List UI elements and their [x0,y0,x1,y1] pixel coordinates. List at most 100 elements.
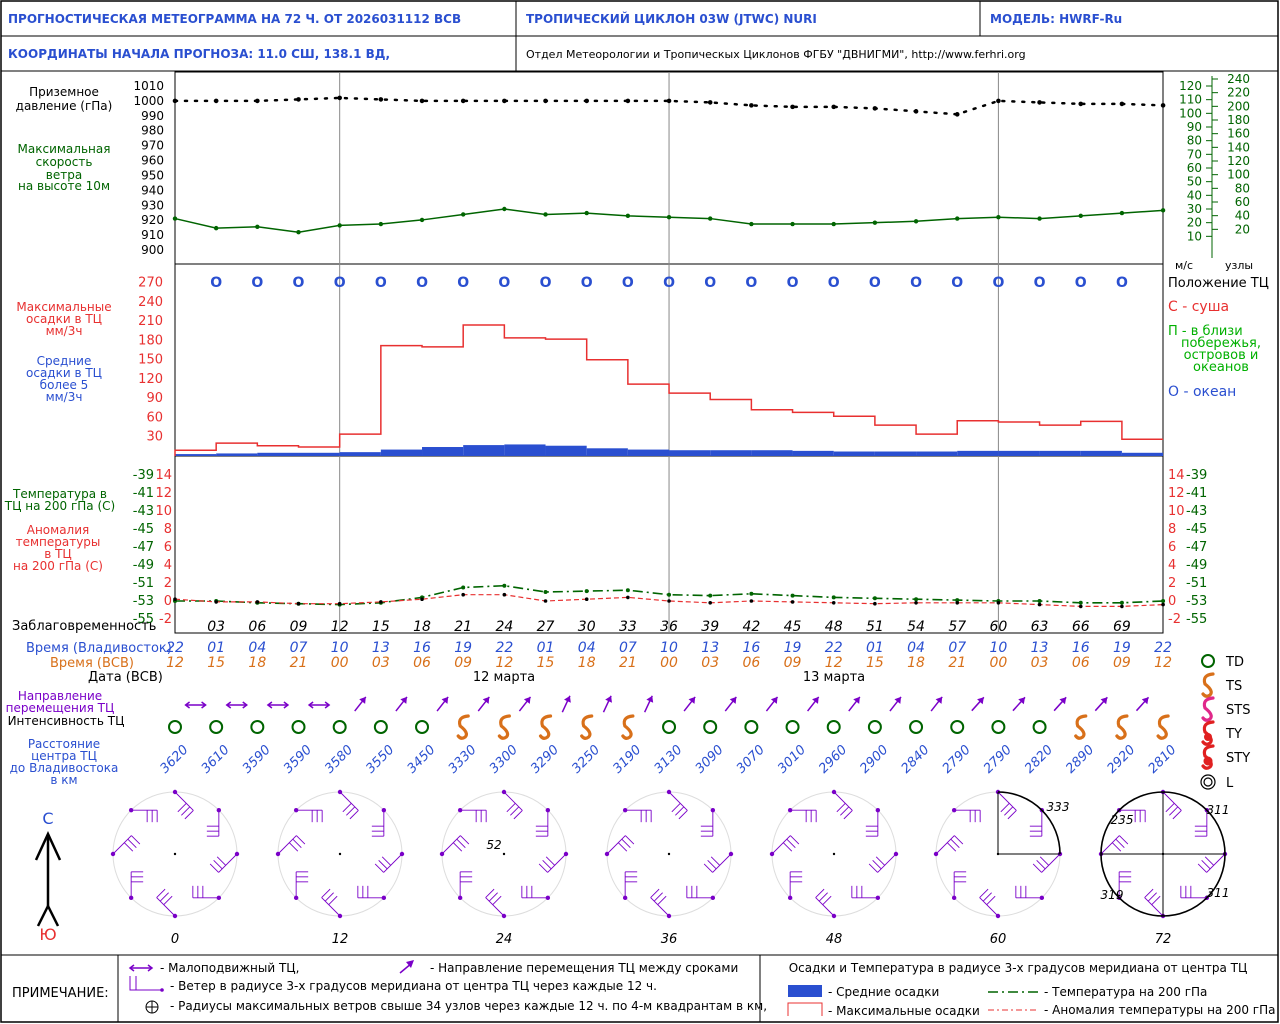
circle-hour-label: 0 [171,932,179,947]
anom-tick-left: 14 [155,468,172,483]
radius-label: 52 [486,838,501,852]
ocean-position-marker: O [1075,275,1087,291]
wind-point [790,221,795,227]
movement-arrow-head [1141,697,1149,705]
temp-point [667,592,672,597]
ts-symbol [497,714,511,740]
circle-center [338,852,342,856]
movement-arrows [184,695,1150,713]
position-title: Положение ТЦ [1168,276,1269,291]
circle-center [173,852,177,856]
pressure-point [996,98,1001,104]
anom-point [337,601,342,606]
intensity-symbols [168,714,1170,740]
anom-point [831,601,836,605]
stationary-arrow-head-left [307,701,314,709]
td-symbol [744,720,759,734]
movement-arrow-head [400,696,407,704]
wind-label-2: скорость [36,155,93,169]
wind-barb-feather [349,810,359,820]
wind-barb-staff [1100,835,1120,855]
utc-time: 12 [166,655,184,671]
wind-point [460,212,466,217]
legend-max: - Максимальные осадки [828,1004,980,1018]
wind-point [831,221,836,227]
wind-tick-kt: 20 [1235,222,1250,236]
anom-point [914,601,918,605]
pressure-tick: 1010 [133,79,164,93]
wind-label-4: на высоте 10м [18,179,110,193]
utc-time: 00 [989,655,1007,671]
mean-precip-bar [339,452,381,456]
utc-times: 12 15 18 21 00 03 06 09 12 15 18 21 00 03 06 09 12 15 18 21… [166,655,1172,671]
td-symbol [950,720,965,734]
temp-tick-left: -39 [133,468,154,483]
anom-tick-left: 0 [164,594,172,609]
wind-barb-feather [1172,810,1182,820]
distance-value: 2790 [940,743,974,777]
lead-time: 51 [866,619,884,635]
anom-label-4: на 200 гПа (С) [13,559,103,573]
wind-barb-staff [441,835,461,855]
wind-point [996,215,1001,220]
distance-value: 2900 [857,743,891,777]
pressure-point [460,98,466,104]
pressure-tick: 930 [141,198,164,212]
vlad-time: 04 [248,640,266,656]
vlad-time: 01 [207,640,225,656]
wind-barb-feather [617,842,628,852]
wind-barb-feather [621,838,631,848]
distance-value: 2810 [1146,743,1180,777]
vlad-time: 01 [866,640,884,656]
mean-precip-bar [257,452,299,456]
wind-point-marker [293,807,299,813]
anom-tick-right: 14 [1168,468,1185,483]
utc-time: 09 [454,655,472,671]
wind-barb-feather [678,810,688,820]
movement-arrow-head [853,696,860,704]
distance-value: 3090 [693,743,727,777]
wind-barb-feather [710,856,721,866]
anom-tick-right: 0 [1168,594,1176,609]
anom-point [543,599,548,603]
anom-tick-right: -2 [1168,612,1181,627]
wind-barb-feather [1165,802,1175,813]
movement-arrow-head [812,696,819,704]
radius-label: 311 [1207,886,1230,900]
mean-precip-bar [216,453,258,456]
utc-time: 21 [290,655,308,671]
vlad-time: 01 [537,640,555,656]
anom-point [379,600,383,604]
wind-point [1160,208,1166,213]
compass-south: Ю [39,925,56,944]
distance-value: 3590 [240,743,274,777]
lead-time: 42 [742,619,760,635]
temp-point [872,596,877,601]
stationary-arrow-head-left [225,701,232,709]
compass: С Ю [34,809,62,944]
vladivostok-times: 22 01 04 07 10 13 16 19 22 01 04 07 10 13 16 19 22 01 04 07… [166,640,1172,656]
anom-point [996,601,1001,605]
wind-point [749,221,754,227]
lead-time: 15 [372,619,390,635]
ocean-position-marker: O [251,275,263,291]
temp-point [1161,599,1166,603]
wind-barb-feather [328,895,338,906]
mean-precip-bar [792,450,834,456]
circle-hour-label: 12 [332,932,349,947]
wind-barb-staff [112,835,132,855]
wind-tick-kt: 80 [1235,181,1250,195]
ocean-position-marker: O [540,275,552,291]
vlad-time: 07 [619,640,637,656]
legend-ocean: О - океан [1168,384,1236,400]
anom-point [790,600,795,604]
wind-barb-feather [657,895,667,906]
wind-tick-kt: 180 [1227,113,1250,127]
wind-barb-staff [833,791,853,811]
wind-point [378,221,384,227]
td-symbol [1032,720,1047,734]
pressure-point [213,98,219,104]
wind-barb-staff [1206,853,1226,873]
wind-point [213,225,219,231]
wind-barb-feather [1147,892,1157,902]
